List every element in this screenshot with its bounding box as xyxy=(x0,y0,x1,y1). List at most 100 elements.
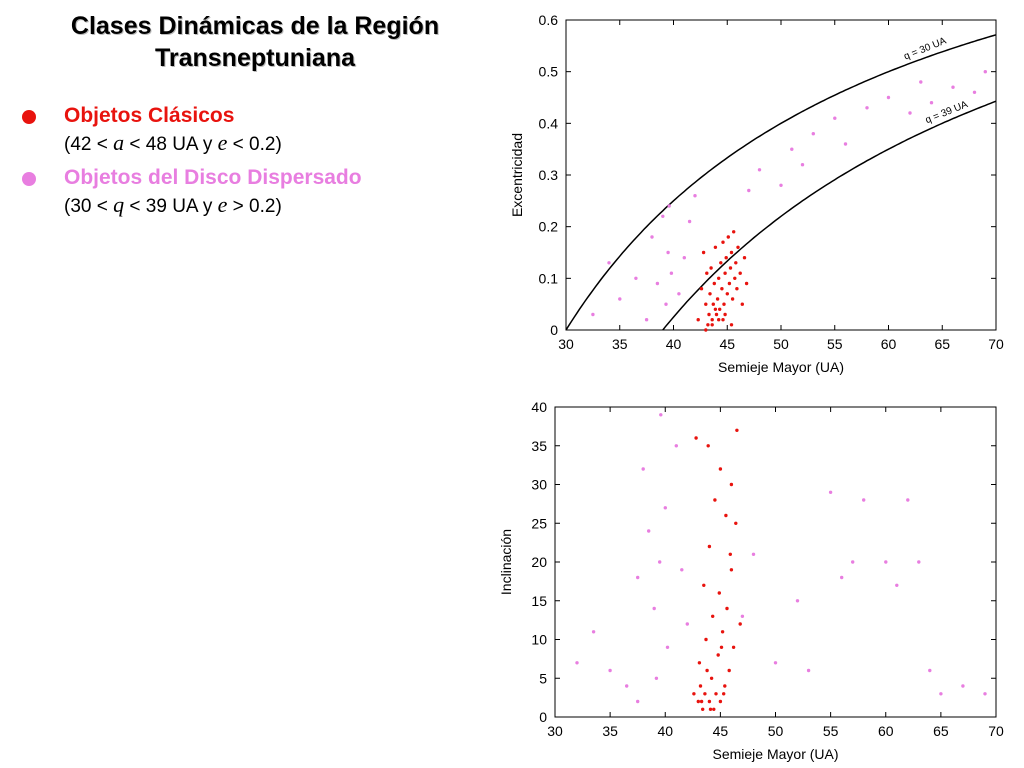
inc-point-series0 xyxy=(720,630,725,634)
ecc-point-series1 xyxy=(650,235,654,239)
ecc-point-series0 xyxy=(740,302,744,306)
class-legend-list: Objetos Clásicos (42 < a < 48 UA y e < 0… xyxy=(22,102,482,226)
ecc-point-series0 xyxy=(714,312,719,317)
ecc-point-series0 xyxy=(699,287,704,291)
eccentricity-chart: 30 35 40 45 50 55 60 65 70 0 0.1 0.2 0.3 0.4 0.5 0.6 Sem… xyxy=(509,12,1004,375)
inc-ytick-label: 30 xyxy=(531,477,547,493)
inc-xtick-label: 60 xyxy=(878,723,894,739)
inc-ytick-label: 35 xyxy=(531,438,547,454)
ecc-point-series1 xyxy=(790,147,794,151)
ecc-point-series0 xyxy=(719,261,723,265)
inc-xtick-label: 35 xyxy=(602,723,618,739)
inc-point-series1 xyxy=(751,552,756,556)
ecc-point-series0 xyxy=(713,307,718,311)
inc-point-series0 xyxy=(706,444,710,448)
ecc-xtick-label: 35 xyxy=(612,336,628,352)
ecc-point-series1 xyxy=(682,256,686,260)
inc-point-series1 xyxy=(685,622,689,626)
ecc-q-curve-30 xyxy=(565,34,997,331)
ecc-point-series0 xyxy=(710,323,714,327)
ecc-point-series1 xyxy=(843,142,848,146)
inc-point-series1 xyxy=(806,668,811,673)
inc-point-series1 xyxy=(636,699,640,704)
inc-point-series0 xyxy=(718,467,723,471)
inc-xtick-label: 30 xyxy=(547,723,563,739)
inc-point-series1 xyxy=(961,684,965,688)
inc-point-series0 xyxy=(708,707,713,711)
classical-objects-item: Objetos Clásicos (42 < a < 48 UA y e < 0… xyxy=(22,102,482,158)
ecc-point-series1 xyxy=(591,312,595,317)
inc-point-series1 xyxy=(740,614,745,618)
ecc-point-series1 xyxy=(666,250,670,255)
inc-ytick-label: 20 xyxy=(531,554,547,570)
ecc-xtick-label: 50 xyxy=(773,336,789,352)
inc-x-axis-label: Semieje Mayor (UA) xyxy=(712,746,838,762)
inc-point-series0 xyxy=(727,668,731,673)
ecc-point-series0 xyxy=(701,250,706,255)
inc-point-series1 xyxy=(575,661,579,665)
inc-point-series0 xyxy=(716,653,720,657)
ecc-point-series1 xyxy=(747,188,751,193)
inc-point-series0 xyxy=(738,622,742,626)
ecc-ytick-label: 0.6 xyxy=(539,12,559,28)
inc-point-series0 xyxy=(718,699,723,704)
ecc-point-series0 xyxy=(733,276,737,280)
inc-point-series1 xyxy=(647,529,651,533)
ecc-point-series0 xyxy=(705,271,709,275)
ecc-point-series1 xyxy=(972,90,977,95)
inc-y-axis-label: Inclinación xyxy=(498,529,514,595)
ecc-point-series1 xyxy=(677,292,681,296)
inc-point-series0 xyxy=(724,513,728,518)
ecc-point-series0 xyxy=(709,266,713,270)
inc-point-series1 xyxy=(680,568,684,572)
ecc-point-series1 xyxy=(618,297,622,301)
inc-point-series1 xyxy=(862,498,866,502)
scattered-disk-label: Objetos del Disco Dispersado xyxy=(64,166,362,189)
inc-point-series0 xyxy=(731,645,736,649)
ecc-point-series1 xyxy=(929,101,934,105)
ecc-xtick-label: 40 xyxy=(666,336,682,352)
inc-xtick-label: 45 xyxy=(713,723,729,739)
ecc-ytick-label: 0 xyxy=(550,322,558,338)
classical-objects-criteria: (42 < a < 48 UA y e < 0.2) xyxy=(64,130,282,155)
ecc-point-series0 xyxy=(725,292,729,296)
ecc-point-series1 xyxy=(655,281,660,286)
ecc-point-series0 xyxy=(696,318,700,322)
ecc-point-series0 xyxy=(729,323,734,327)
inc-ytick-label: 40 xyxy=(531,399,547,415)
inc-point-series0 xyxy=(696,699,700,704)
ecc-point-series0 xyxy=(717,276,721,280)
ecc-point-series1 xyxy=(865,106,869,110)
inc-point-series0 xyxy=(735,428,739,432)
inc-ytick-label: 5 xyxy=(539,670,547,686)
ecc-point-series0 xyxy=(723,271,727,275)
inc-point-series0 xyxy=(734,521,738,525)
inc-point-series1 xyxy=(625,684,629,688)
ecc-ytick-label: 0.2 xyxy=(539,219,559,235)
ecc-xtick-label: 60 xyxy=(881,336,897,352)
inc-point-series1 xyxy=(652,606,656,611)
inc-point-series0 xyxy=(725,606,729,611)
ecc-point-series0 xyxy=(727,281,732,286)
inc-point-series0 xyxy=(699,699,704,704)
ecc-point-series0 xyxy=(713,245,718,249)
ecc-point-series0 xyxy=(732,230,736,234)
inc-point-series0 xyxy=(701,707,705,711)
inc-point-series0 xyxy=(702,583,706,587)
inc-point-series1 xyxy=(773,661,778,665)
inc-point-series0 xyxy=(707,699,712,704)
inc-point-series1 xyxy=(828,490,833,494)
ecc-xtick-label: 30 xyxy=(558,336,574,352)
ecc-point-series1 xyxy=(669,271,674,275)
inc-point-series0 xyxy=(705,668,709,673)
ecc-xtick-label: 65 xyxy=(934,336,950,352)
inc-point-series0 xyxy=(729,568,734,572)
ecc-point-series1 xyxy=(919,80,923,84)
ecc-point-series0 xyxy=(735,287,739,291)
ecc-point-series1 xyxy=(757,168,762,172)
ecc-point-series0 xyxy=(730,297,735,301)
ecc-point-series0 xyxy=(717,318,721,322)
inc-point-series0 xyxy=(707,544,712,549)
ecc-point-series1 xyxy=(951,85,955,89)
